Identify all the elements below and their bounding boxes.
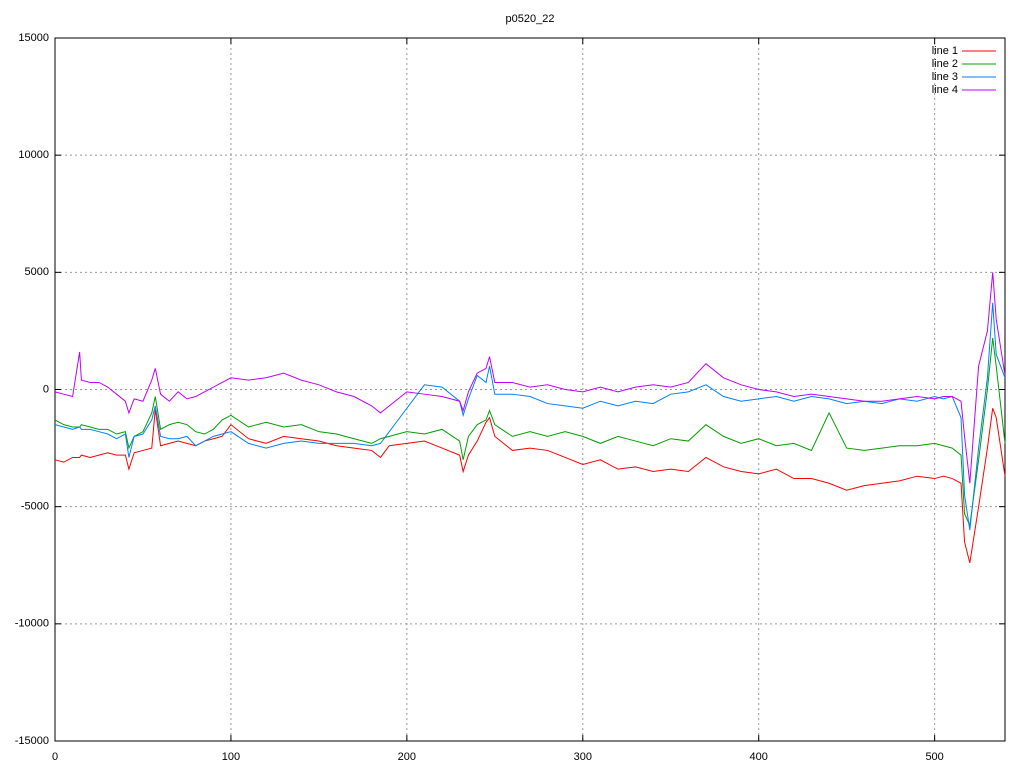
legend-label: line 1 [932, 45, 958, 57]
y-tick-label: -10000 [15, 618, 49, 630]
x-tick-label: 500 [925, 751, 943, 763]
x-tick-label: 300 [574, 751, 592, 763]
y-tick-label: 10000 [18, 149, 49, 161]
data-line [54, 408, 1006, 564]
legend-label: line 3 [932, 71, 958, 83]
x-tick-label: 100 [222, 751, 240, 763]
data-line [54, 302, 1006, 531]
data-line [54, 272, 1006, 484]
plot-frame [54, 37, 1006, 742]
chart-title: p0520_22 [506, 13, 555, 25]
x-tick-label: 0 [52, 751, 58, 763]
legend-label: line 4 [932, 84, 958, 96]
data-line [54, 337, 1006, 528]
x-tick-label: 400 [750, 751, 768, 763]
y-tick-label: 15000 [18, 32, 49, 44]
y-tick-label: 5000 [25, 266, 49, 278]
x-tick-label: 200 [398, 751, 416, 763]
y-tick-label: -15000 [15, 735, 49, 747]
legend-label: line 2 [932, 58, 958, 70]
y-tick-label: -5000 [21, 501, 49, 513]
y-tick-label: 0 [43, 383, 49, 395]
